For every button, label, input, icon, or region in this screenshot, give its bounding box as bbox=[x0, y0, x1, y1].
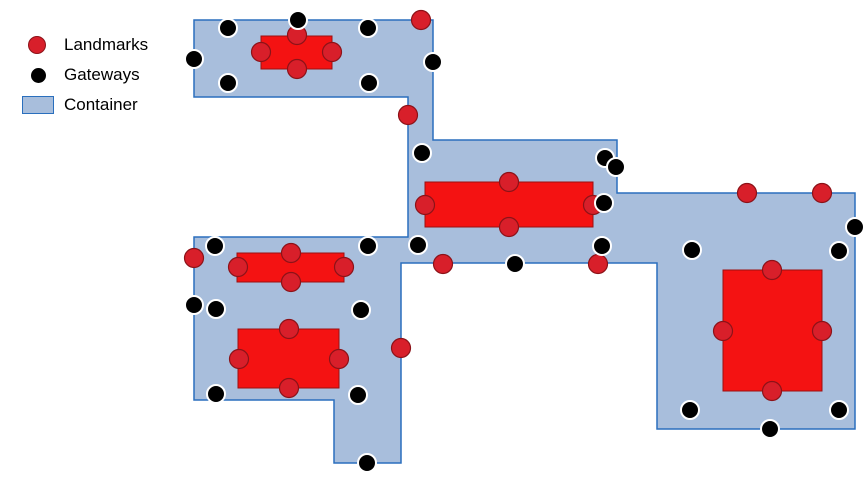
landmark-8 bbox=[414, 194, 436, 216]
landmark-17 bbox=[183, 247, 205, 269]
gateway-2 bbox=[288, 10, 308, 30]
landmark-5 bbox=[410, 9, 432, 31]
gateway-10 bbox=[606, 157, 626, 177]
gateway-5 bbox=[423, 52, 443, 72]
gateway-1 bbox=[218, 18, 238, 38]
gateway-marker-icon bbox=[31, 67, 46, 83]
landmark-14 bbox=[227, 256, 249, 278]
gateway-28 bbox=[357, 453, 377, 473]
landmark-22 bbox=[328, 348, 350, 370]
gateway-24 bbox=[348, 385, 368, 405]
landmark-24 bbox=[390, 337, 412, 359]
gateway-23 bbox=[206, 384, 226, 404]
landmark-16 bbox=[280, 271, 302, 293]
gateway-22 bbox=[351, 300, 371, 320]
landmark-2 bbox=[250, 41, 272, 63]
landmark-4 bbox=[286, 58, 308, 80]
gateway-8 bbox=[412, 143, 432, 163]
gateway-15 bbox=[592, 236, 612, 256]
landmark-28 bbox=[761, 380, 783, 402]
room-5 bbox=[722, 269, 823, 392]
landmark-25 bbox=[761, 259, 783, 281]
landmark-6 bbox=[397, 104, 419, 126]
landmark-18 bbox=[432, 253, 454, 275]
landmarks-layer bbox=[183, 9, 833, 402]
gateway-11 bbox=[594, 193, 614, 213]
legend-label-container: Container bbox=[64, 95, 138, 114]
landmark-19 bbox=[587, 253, 609, 275]
gateway-20 bbox=[184, 295, 204, 315]
gateway-16 bbox=[682, 240, 702, 260]
gateway-12 bbox=[408, 235, 428, 255]
landmark-12 bbox=[811, 182, 833, 204]
gateway-3 bbox=[358, 18, 378, 38]
container-swatch-icon bbox=[22, 96, 54, 114]
landmark-15 bbox=[333, 256, 355, 278]
gateways-layer bbox=[184, 10, 865, 473]
landmark-13 bbox=[280, 242, 302, 264]
gateway-13 bbox=[205, 236, 225, 256]
landmark-23 bbox=[278, 377, 300, 399]
landmark-20 bbox=[278, 318, 300, 340]
landmark-marker-icon bbox=[28, 36, 46, 54]
gateway-26 bbox=[829, 400, 849, 420]
container-region bbox=[193, 19, 856, 464]
gateway-14 bbox=[358, 236, 378, 256]
gateway-18 bbox=[845, 217, 865, 237]
landmark-10 bbox=[498, 216, 520, 238]
landmark-3 bbox=[321, 41, 343, 63]
gateway-21 bbox=[206, 299, 226, 319]
gateway-4 bbox=[184, 49, 204, 69]
landmark-26 bbox=[712, 320, 734, 342]
gateway-19 bbox=[505, 254, 525, 274]
gateway-25 bbox=[680, 400, 700, 420]
container-outline bbox=[193, 19, 856, 464]
gateway-17 bbox=[829, 241, 849, 261]
gateway-6 bbox=[218, 73, 238, 93]
landmark-11 bbox=[736, 182, 758, 204]
gateway-27 bbox=[760, 419, 780, 439]
landmark-21 bbox=[228, 348, 250, 370]
legend-label-gateways: Gateways bbox=[64, 65, 140, 84]
landmark-7 bbox=[498, 171, 520, 193]
legend-label-landmarks: Landmarks bbox=[64, 35, 149, 54]
landmark-27 bbox=[811, 320, 833, 342]
gateway-7 bbox=[359, 73, 379, 93]
